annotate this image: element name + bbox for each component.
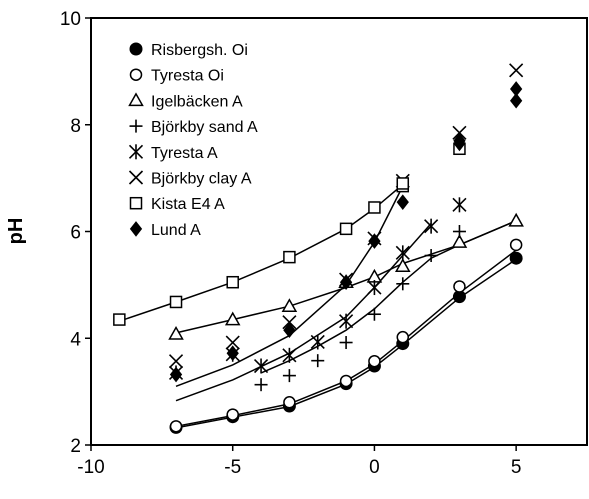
y-tick-label: 10 <box>60 9 81 30</box>
legend-label: Tyresta A <box>151 145 218 162</box>
legend-marker <box>129 119 143 133</box>
data-point <box>395 245 410 261</box>
y-axis-label: pH <box>5 218 27 245</box>
legend-label: Björkby sand A <box>151 119 258 136</box>
data-point <box>226 345 239 362</box>
data-point <box>169 295 183 309</box>
legend-label: Björkby clay A <box>151 171 252 188</box>
data-point <box>510 92 523 109</box>
data-point <box>452 125 467 140</box>
data-point <box>283 396 296 409</box>
data-point <box>396 330 410 344</box>
x-tick-label: 5 <box>511 457 522 478</box>
legend-label: Igelbäcken A <box>151 93 243 110</box>
data-point <box>452 225 466 238</box>
data-point <box>310 334 325 350</box>
data-point <box>510 81 523 97</box>
data-point <box>339 222 353 236</box>
data-point <box>113 313 126 326</box>
data-point <box>282 369 296 383</box>
data-point <box>367 280 382 296</box>
data-point <box>281 298 298 312</box>
data-point <box>339 374 353 388</box>
data-point <box>282 347 297 363</box>
data-point <box>339 336 353 350</box>
data-point <box>169 366 183 383</box>
data-point <box>367 307 381 321</box>
x-tick-label: -5 <box>224 457 241 478</box>
data-point <box>225 335 240 350</box>
data-point <box>453 280 466 293</box>
data-point <box>509 251 523 265</box>
data-point <box>226 408 239 421</box>
data-point <box>368 201 381 214</box>
legend-marker <box>128 170 144 185</box>
axes: -10 -5 0 5 2 4 6 8 10 <box>60 9 522 478</box>
data-point <box>283 322 296 339</box>
series-3 <box>254 225 466 392</box>
data-point <box>508 212 524 227</box>
data-point <box>169 420 183 433</box>
y-tick-label: 8 <box>70 116 81 137</box>
data-point <box>453 132 466 149</box>
data-point <box>424 249 438 263</box>
data-point <box>509 63 524 78</box>
data-point <box>509 238 523 252</box>
legend-item: Björkby sand A <box>129 119 258 136</box>
data-point <box>339 274 353 291</box>
y-tick-label: 6 <box>70 223 81 244</box>
x-tick-label: -10 <box>77 457 104 478</box>
legend-marker <box>129 221 143 237</box>
legend: Risbergsh. Oi Tyresta Oi Igelbäcken A Björk… <box>128 42 258 239</box>
y-tick-label: 4 <box>70 329 81 350</box>
legend-marker <box>128 144 144 160</box>
data-point <box>368 354 381 368</box>
legend-label: Lund A <box>151 222 201 239</box>
data-point <box>339 313 354 329</box>
data-point <box>253 358 269 374</box>
data-point <box>254 378 268 392</box>
legend-item: Kista E4 A <box>129 196 225 213</box>
x-tick-label: 0 <box>369 457 380 478</box>
legend-item: Björkby clay A <box>128 170 252 188</box>
data-point <box>451 234 468 248</box>
legend-item: Tyresta Oi <box>129 68 224 85</box>
legend-label: Kista E4 A <box>151 196 225 213</box>
data-point <box>282 315 297 330</box>
data-point <box>452 197 467 213</box>
legend-label: Risbergsh. Oi <box>151 42 248 59</box>
data-point <box>394 258 411 272</box>
data-point <box>224 311 241 326</box>
data-point <box>396 277 410 291</box>
data-point <box>168 325 184 340</box>
legend-item: Igelbäcken A <box>128 92 243 110</box>
legend-marker <box>129 42 143 56</box>
legend-item: Lund A <box>129 221 201 239</box>
data-point <box>368 233 381 249</box>
legend-marker <box>129 196 143 210</box>
legend-marker <box>128 92 144 107</box>
legend-item: Tyresta A <box>128 144 218 162</box>
legend-item: Risbergsh. Oi <box>129 42 248 59</box>
legend-marker <box>129 68 143 81</box>
data-point <box>168 354 184 369</box>
data-point <box>424 218 439 234</box>
fit-curve-0 <box>175 249 517 428</box>
fit-curve-1 <box>175 258 517 429</box>
y-tick-label: 2 <box>70 436 81 457</box>
data-point <box>396 194 409 210</box>
data-point <box>311 354 325 368</box>
series-layer <box>113 63 524 434</box>
series-1 <box>169 238 523 433</box>
fit-curve-6 <box>260 220 517 374</box>
data-point <box>226 275 239 289</box>
data-point <box>283 250 296 264</box>
legend-label: Tyresta Oi <box>151 68 224 85</box>
data-point <box>396 177 410 190</box>
fit-curve-3 <box>175 220 517 334</box>
